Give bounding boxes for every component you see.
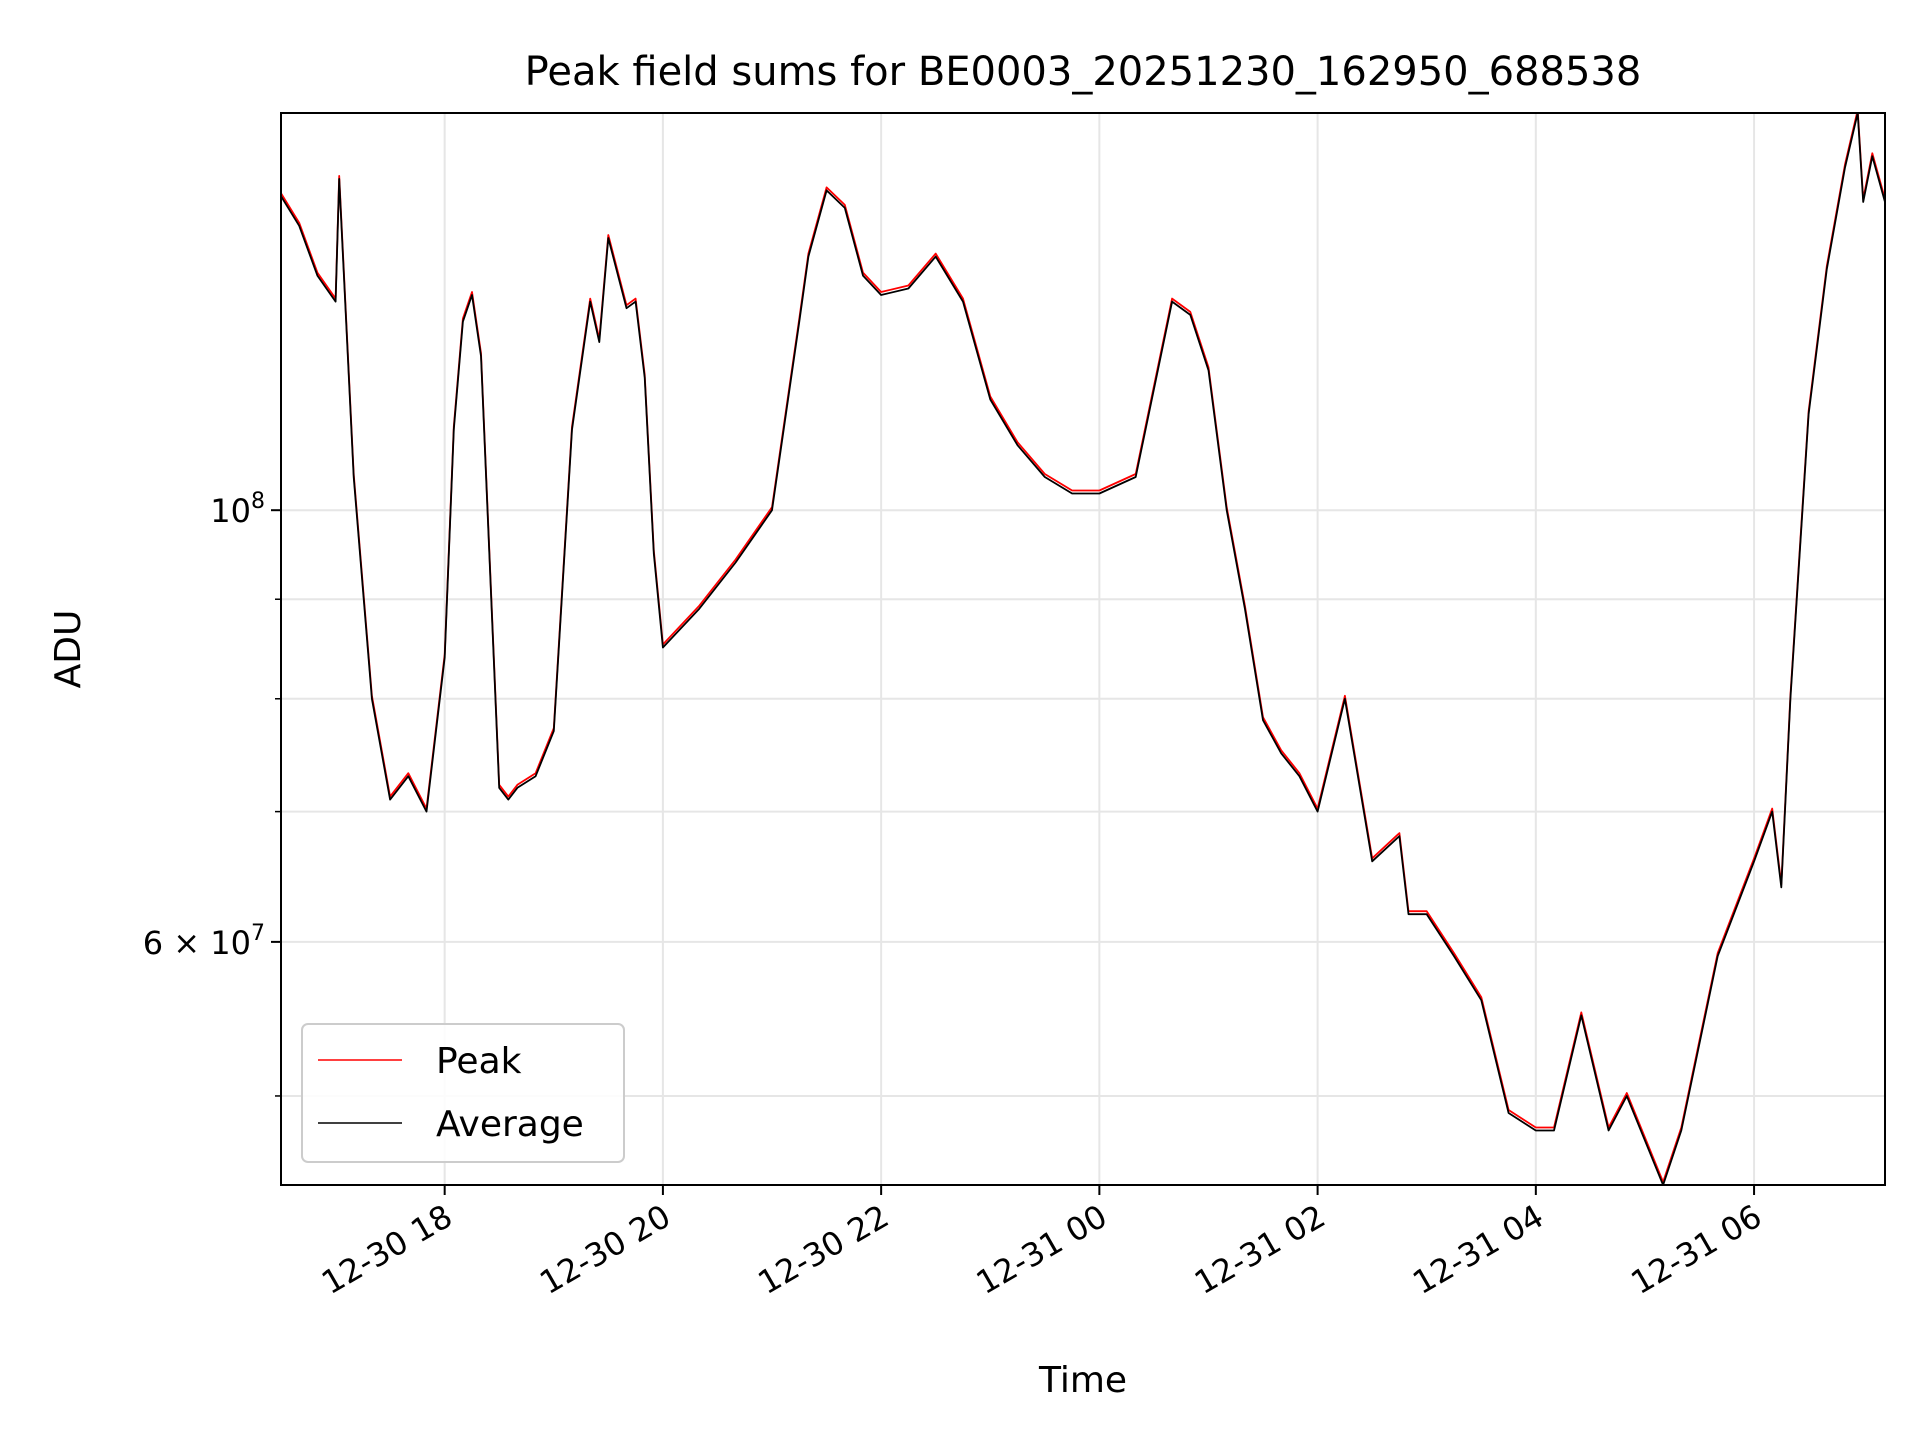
y-tick-label: 108 (210, 489, 265, 530)
y-tick-label: 6 × 107 (143, 921, 265, 962)
y-tick-label-exponent: 8 (251, 489, 265, 514)
series-layer (281, 113, 1885, 1185)
legend-label-average: Average (436, 1104, 584, 1145)
legend-label-peak: Peak (436, 1041, 522, 1082)
plot-frame (280, 112, 1886, 1186)
x-axis-label: Time (1038, 1360, 1127, 1401)
y-tick-label-exponent: 7 (251, 921, 265, 946)
chart-title: Peak field sums for BE0003_20251230_1629… (525, 49, 1642, 95)
y-tick-label-base: 6 × 10 (143, 924, 251, 962)
grid (281, 113, 1885, 1185)
y-tick-label-base: 10 (210, 492, 251, 530)
series-line-average (281, 113, 1885, 1185)
y-axis-label: ADU (48, 610, 89, 689)
legend: Peak Average (301, 1023, 625, 1163)
y-axis-ticks: 108 6 × 107 (143, 489, 281, 1097)
legend-box (301, 1023, 625, 1163)
